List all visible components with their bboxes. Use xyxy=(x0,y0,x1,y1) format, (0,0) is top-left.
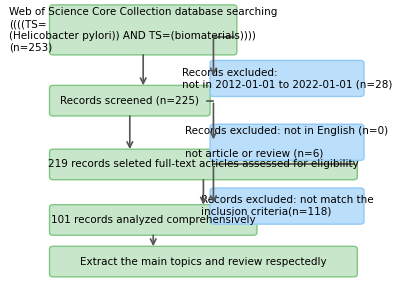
FancyBboxPatch shape xyxy=(210,60,364,96)
FancyBboxPatch shape xyxy=(50,85,210,116)
Text: Extract the main topics and review respectedly: Extract the main topics and review respe… xyxy=(80,257,327,267)
FancyBboxPatch shape xyxy=(50,149,357,180)
Text: 219 records seleted full-text acticles assessed for eligibility: 219 records seleted full-text acticles a… xyxy=(48,159,359,169)
Text: Records screened (n=225): Records screened (n=225) xyxy=(60,96,199,106)
FancyBboxPatch shape xyxy=(50,246,357,277)
FancyBboxPatch shape xyxy=(50,5,237,55)
Text: Records excluded: not match the
inclusion criteria(n=118): Records excluded: not match the inclusio… xyxy=(201,195,373,217)
FancyBboxPatch shape xyxy=(210,124,364,160)
Text: Records excluded:
not in 2012-01-01 to 2022-01-01 (n=28): Records excluded: not in 2012-01-01 to 2… xyxy=(182,68,392,89)
Text: 101 records analyzed comprehensively: 101 records analyzed comprehensively xyxy=(51,215,256,225)
FancyBboxPatch shape xyxy=(50,205,257,235)
FancyBboxPatch shape xyxy=(210,188,364,224)
Text: Web of Science Core Collection database searching ((((TS=
(Helicobacter pylori)): Web of Science Core Collection database … xyxy=(9,8,277,52)
Text: Records excluded: not in English (n=0)

not article or review (n=6): Records excluded: not in English (n=0) n… xyxy=(186,126,389,159)
